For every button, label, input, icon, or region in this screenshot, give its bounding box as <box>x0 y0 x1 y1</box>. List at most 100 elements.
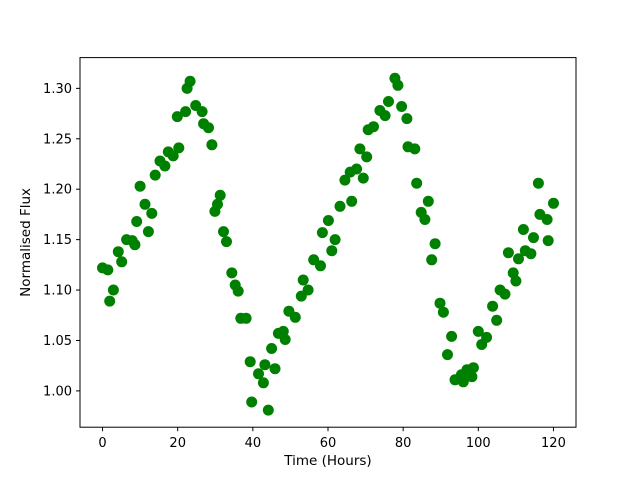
data-point <box>426 254 438 266</box>
y-tick-label: 1.00 <box>43 384 72 399</box>
data-point <box>112 246 124 258</box>
data-point <box>302 284 314 296</box>
x-tick-label: 80 <box>395 436 412 451</box>
data-point <box>167 150 179 162</box>
x-tick-label: 20 <box>169 436 186 451</box>
data-point <box>491 314 503 326</box>
data-point <box>289 311 301 323</box>
data-point <box>159 160 171 172</box>
data-point <box>180 106 192 118</box>
data-point <box>146 207 158 219</box>
data-point <box>517 224 529 235</box>
data-point <box>548 197 559 209</box>
data-point <box>542 235 554 247</box>
x-tick-label: 0 <box>98 436 106 451</box>
data-point <box>240 312 252 324</box>
data-point <box>326 245 338 257</box>
data-point <box>257 377 269 389</box>
data-point <box>379 110 391 122</box>
data-point <box>467 362 479 374</box>
data-point <box>116 256 128 268</box>
data-point <box>129 239 141 251</box>
data-point <box>104 295 116 307</box>
data-point <box>396 101 408 112</box>
data-point <box>499 288 511 300</box>
data-point <box>107 284 119 296</box>
data-point <box>392 79 404 91</box>
data-point <box>510 275 522 287</box>
data-point <box>434 297 446 309</box>
data-point <box>279 334 291 345</box>
data-point <box>184 75 196 87</box>
data-point <box>221 236 232 248</box>
x-axis-label: Time (Hours) <box>283 453 371 469</box>
data-points-layer <box>97 72 559 416</box>
data-point <box>259 359 271 371</box>
data-point <box>149 169 161 181</box>
data-point <box>315 260 326 272</box>
data-point <box>466 371 478 383</box>
data-point <box>541 214 553 225</box>
data-point <box>142 226 154 238</box>
data-point <box>173 142 185 154</box>
data-point <box>429 238 441 250</box>
axes-frame <box>79 57 577 428</box>
data-point <box>357 172 369 184</box>
data-point <box>502 247 514 259</box>
data-point <box>351 163 363 175</box>
data-point <box>411 177 423 189</box>
data-point <box>102 264 114 276</box>
data-point <box>214 189 226 201</box>
x-tick-label: 40 <box>245 436 262 451</box>
data-point <box>316 227 328 239</box>
data-point <box>206 139 218 151</box>
data-point <box>203 122 214 134</box>
data-point <box>419 214 431 225</box>
x-axis-ticks: 0 20 40 60 80 100 120 <box>98 427 566 451</box>
data-point <box>513 253 524 265</box>
y-tick-label: 1.15 <box>43 233 72 248</box>
data-point <box>329 234 341 246</box>
y-tick-label: 1.30 <box>43 82 72 97</box>
y-axis-ticks: 1.00 1.05 1.10 1.15 1.20 1.25 1.30 <box>43 82 80 399</box>
data-point <box>409 143 421 155</box>
data-point <box>339 174 351 186</box>
data-point <box>269 363 281 375</box>
data-point <box>253 368 264 380</box>
data-point <box>322 215 334 226</box>
data-point <box>472 325 484 337</box>
data-point <box>525 248 537 260</box>
data-point <box>218 226 229 238</box>
plot-area <box>80 57 576 428</box>
x-tick-label: 60 <box>320 436 337 451</box>
data-point <box>134 180 146 192</box>
data-point <box>457 376 469 388</box>
data-point <box>196 106 208 118</box>
x-tick-label: 120 <box>541 436 566 451</box>
y-tick-label: 1.10 <box>43 284 72 299</box>
data-point <box>226 267 238 279</box>
data-point <box>446 330 458 342</box>
data-point <box>422 195 434 207</box>
x-tick-label: 100 <box>466 436 491 451</box>
data-point <box>297 274 309 286</box>
data-point <box>346 195 358 207</box>
data-point <box>171 111 183 123</box>
data-point <box>139 198 151 210</box>
data-point <box>528 232 539 244</box>
y-axis-label: Normalised Flux <box>18 188 34 297</box>
data-point <box>481 331 493 343</box>
data-point <box>354 143 366 155</box>
data-point <box>262 404 274 416</box>
data-point <box>232 285 244 297</box>
data-point <box>401 113 413 125</box>
data-point <box>212 198 223 210</box>
data-point <box>361 151 373 163</box>
y-tick-label: 1.05 <box>43 334 72 349</box>
data-point <box>334 200 346 212</box>
data-point <box>244 356 256 368</box>
data-point <box>383 96 394 107</box>
data-point <box>442 349 453 361</box>
y-tick-label: 1.25 <box>43 132 72 147</box>
